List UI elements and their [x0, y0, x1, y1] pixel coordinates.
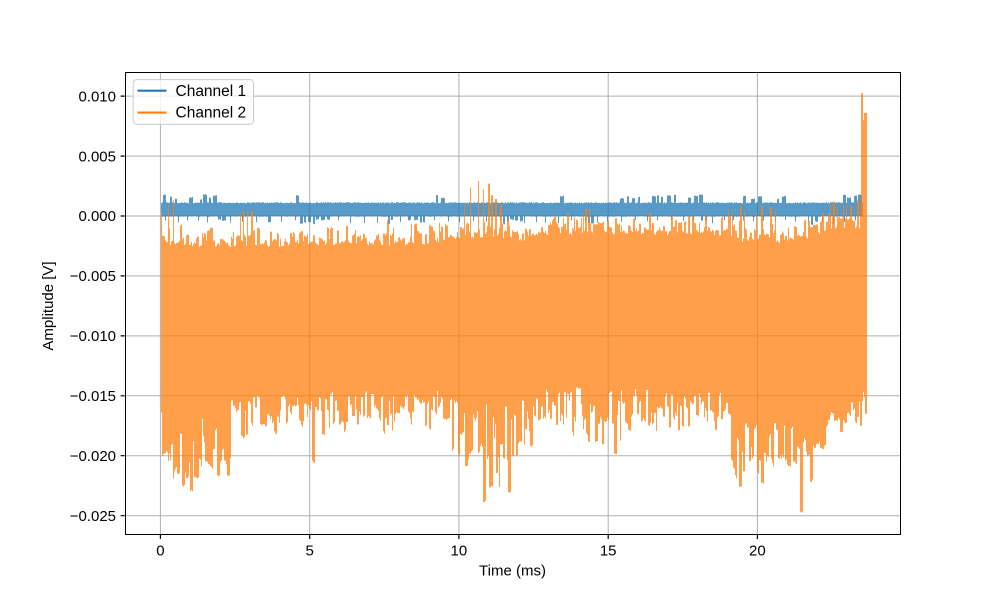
- svg-text:15: 15: [600, 543, 617, 560]
- svg-text:Time (ms): Time (ms): [479, 563, 546, 580]
- svg-text:−0.025: −0.025: [70, 508, 116, 525]
- svg-text:−0.020: −0.020: [70, 448, 116, 465]
- svg-text:−0.005: −0.005: [70, 268, 116, 285]
- svg-text:0: 0: [156, 543, 164, 560]
- svg-text:10: 10: [451, 543, 468, 560]
- svg-text:Amplitude [V]: Amplitude [V]: [40, 261, 57, 350]
- svg-text:−0.015: −0.015: [70, 388, 116, 405]
- svg-text:Channel 1: Channel 1: [176, 83, 247, 100]
- svg-text:0.010: 0.010: [78, 88, 116, 105]
- svg-text:0.005: 0.005: [78, 148, 116, 165]
- svg-text:−0.010: −0.010: [70, 328, 116, 345]
- svg-text:0.000: 0.000: [78, 208, 116, 225]
- svg-text:20: 20: [749, 543, 766, 560]
- svg-text:5: 5: [306, 543, 314, 560]
- svg-text:Channel 2: Channel 2: [176, 105, 247, 122]
